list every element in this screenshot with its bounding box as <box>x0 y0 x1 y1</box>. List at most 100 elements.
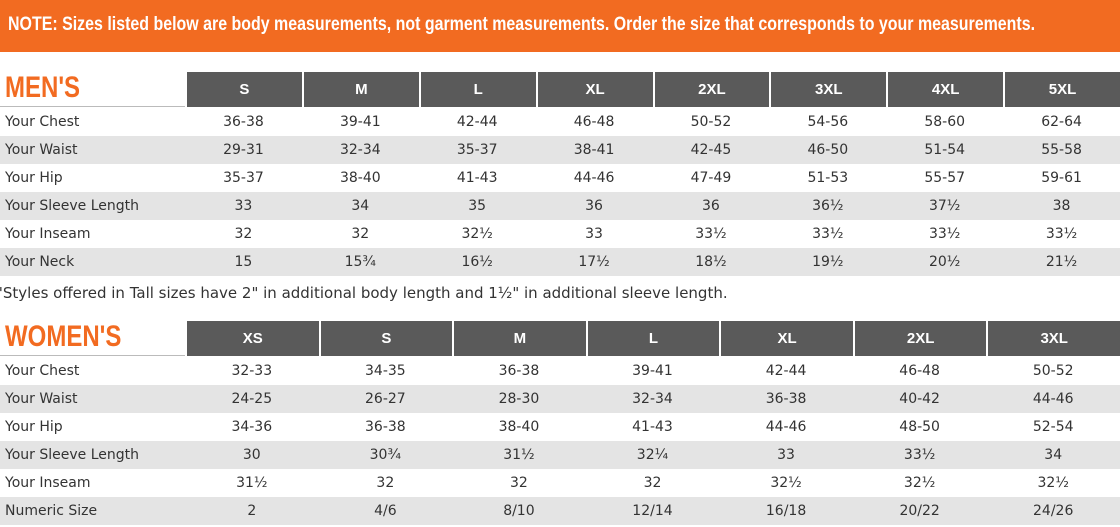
size-header: 3XL <box>769 72 887 107</box>
cell-value: 51-54 <box>924 142 966 158</box>
cell-value: 38 <box>1052 198 1071 214</box>
cell-value: 24/26 <box>1033 503 1074 519</box>
row-label: Your Neck <box>5 254 75 270</box>
cell-value: 18½ <box>695 254 727 270</box>
title-rule <box>0 355 185 356</box>
cell-value: 32½ <box>1037 475 1069 491</box>
size-header: L <box>585 321 720 356</box>
cell-value: 33½ <box>928 226 961 242</box>
cell-value: 15¾ <box>344 254 376 270</box>
size-header: XL <box>535 72 653 107</box>
title-rule <box>0 106 185 107</box>
size-header: 2XL <box>652 72 770 107</box>
cell-value: 59-61 <box>1041 170 1082 186</box>
banner-text: NOTE: Sizes listed below are body measur… <box>8 14 1036 35</box>
cell-value: 48-50 <box>899 419 940 435</box>
cell-value: 32 <box>234 226 253 242</box>
row-bg <box>0 497 1120 525</box>
cell-value: 42-45 <box>690 142 732 158</box>
cell-value: 46-50 <box>807 142 849 158</box>
cell-value: 4/6 <box>374 503 397 519</box>
cell-value: 40-42 <box>899 391 940 407</box>
row-label: Numeric Size <box>5 503 98 519</box>
cell-value: 41-43 <box>632 419 673 435</box>
size-header: XL <box>719 321 853 356</box>
row-bg <box>0 441 1120 469</box>
cell-value: 46-48 <box>899 363 940 379</box>
row-label: Your Sleeve Length <box>5 198 139 214</box>
cell-value: 32½ <box>770 475 802 491</box>
cell-value: 32¼ <box>636 447 669 463</box>
cell-value: 31½ <box>503 447 535 463</box>
row-bg <box>0 357 1120 385</box>
cell-value: 32 <box>510 475 528 491</box>
row-bg <box>0 192 1120 220</box>
cell-value: 30¾ <box>369 447 402 463</box>
cell-value: 33½ <box>695 226 727 242</box>
row-bg <box>0 469 1120 497</box>
cell-value: 17½ <box>578 254 610 270</box>
row-label: Your Hip <box>5 170 63 186</box>
row-label: Your Waist <box>5 391 78 407</box>
cell-value: 46-48 <box>573 114 615 130</box>
cell-value: 34-35 <box>365 363 406 379</box>
note: "Styles offered in Tall sizes have 2" in… <box>0 284 728 302</box>
cell-value: 36-38 <box>765 391 807 407</box>
cell-value: 34-36 <box>231 419 273 435</box>
cell-value: 29-31 <box>223 142 264 158</box>
cell-value: 8/10 <box>503 503 535 519</box>
cell-value: 19½ <box>812 254 844 270</box>
row-label: Your Waist <box>5 142 78 158</box>
cell-value: 30 <box>242 447 261 463</box>
cell-value: 39-41 <box>339 114 381 130</box>
cell-value: 32-34 <box>632 391 673 407</box>
cell-value: 36 <box>585 198 603 214</box>
row-bg <box>0 164 1120 192</box>
cell-value: 24-25 <box>231 391 273 407</box>
cell-value: 50-52 <box>690 114 732 130</box>
cell-value: 39-41 <box>632 363 673 379</box>
row-label: Your Chest <box>5 363 80 379</box>
cell-value: 31½ <box>236 475 268 491</box>
row-bg <box>0 220 1120 248</box>
cell-value: 32 <box>376 475 395 491</box>
size-header: M <box>301 72 419 107</box>
row-label: Your Inseam <box>5 475 91 491</box>
table-title: MEN'S <box>5 71 81 104</box>
cell-value: 32½ <box>461 226 493 242</box>
cell-value: 35-37 <box>456 142 498 158</box>
cell-value: 15 <box>234 254 253 270</box>
cell-value: 36 <box>702 198 720 214</box>
cell-value: 55-57 <box>924 170 966 186</box>
cell-value: 33 <box>234 198 253 214</box>
row-label: Your Hip <box>5 419 63 435</box>
cell-value: 26-27 <box>365 391 406 407</box>
cell-value: 38-40 <box>498 419 540 435</box>
cell-value: 44-46 <box>765 419 807 435</box>
cell-value: 35-37 <box>223 170 264 186</box>
cell-value: 42-44 <box>456 114 498 130</box>
cell-value: 12/14 <box>632 503 673 519</box>
cell-value: 37½ <box>928 198 961 214</box>
cell-value: 28-30 <box>498 391 540 407</box>
row-label: Your Sleeve Length <box>5 447 139 463</box>
cell-value: 47-49 <box>690 170 732 186</box>
cell-value: 20½ <box>928 254 961 270</box>
row-bg <box>0 248 1120 276</box>
row-bg <box>0 108 1120 136</box>
cell-value: 44-46 <box>1032 391 1074 407</box>
banner: NOTE: Sizes listed below are body measur… <box>0 0 1120 52</box>
cell-value: 2 <box>247 503 257 519</box>
size-header: XS <box>185 321 319 356</box>
size-header: M <box>452 321 586 356</box>
cell-value: 32 <box>351 226 370 242</box>
row-bg <box>0 413 1120 441</box>
cell-value: 33 <box>777 447 795 463</box>
size-header: S <box>318 321 453 356</box>
cell-value: 55-58 <box>1041 142 1082 158</box>
cell-value: 54-56 <box>807 114 849 130</box>
cell-value: 38-40 <box>339 170 381 186</box>
cell-value: 42-44 <box>765 363 807 379</box>
cell-value: 51-53 <box>807 170 849 186</box>
